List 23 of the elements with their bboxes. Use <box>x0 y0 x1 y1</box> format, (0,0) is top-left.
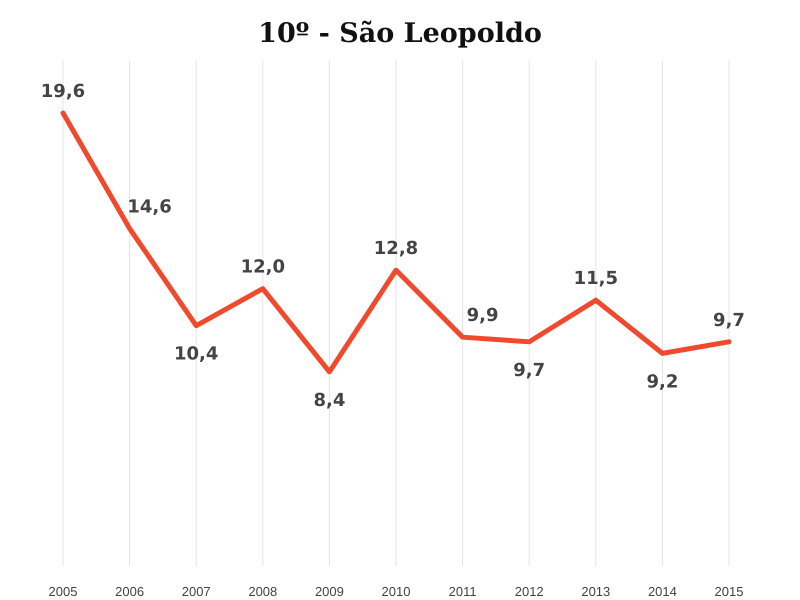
data-label: 14,6 <box>127 196 172 218</box>
x-tick-label: 2007 <box>182 584 211 600</box>
data-label: 11,5 <box>574 268 618 290</box>
x-tick-label: 2013 <box>581 584 610 600</box>
data-label: 8,4 <box>313 390 346 411</box>
data-label: 19,6 <box>40 81 86 102</box>
x-tick-label: 2006 <box>115 584 144 600</box>
x-tick-label: 2008 <box>248 584 278 600</box>
data-label: 9,7 <box>513 360 546 381</box>
x-tick-label: 2005 <box>48 584 78 600</box>
data-label: 12,8 <box>374 238 418 260</box>
data-label: 9,2 <box>646 371 678 392</box>
x-tick-label: 2012 <box>514 584 544 600</box>
data-label: 10,4 <box>174 344 218 365</box>
data-label: 12,0 <box>240 256 286 278</box>
x-tick-label: 2015 <box>714 584 744 600</box>
x-tick-label: 2014 <box>648 584 677 600</box>
chart-title: 10º - São Leopoldo <box>258 18 542 49</box>
data-label: 9,9 <box>466 305 499 326</box>
x-tick-label: 2011 <box>448 584 477 600</box>
x-tick-label: 2009 <box>314 584 344 600</box>
x-tick-label: 2010 <box>382 584 410 600</box>
data-label: 9,7 <box>713 310 745 331</box>
